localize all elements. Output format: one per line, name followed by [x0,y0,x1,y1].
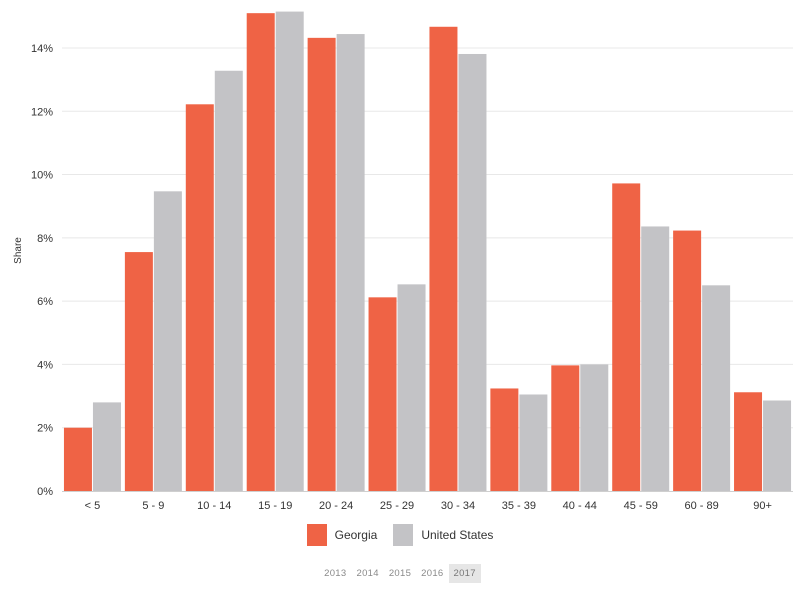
bar-georgia[interactable] [551,365,580,491]
bar-united-states[interactable] [641,226,670,491]
bar-georgia[interactable] [185,104,214,491]
x-tick-label: 15 - 19 [258,500,292,512]
bar-united-states[interactable] [702,285,731,491]
y-tick-label: 12% [31,106,53,118]
legend-item-georgia[interactable]: Georgia [306,524,378,546]
bar-united-states[interactable] [580,364,609,491]
y-axis-title: Share [13,237,24,264]
bar-chart: 0% 2% 4% 6% 8% 10% 12% 14% < 5 5 - 9 10 - 14 15 - … [13,11,793,512]
year-button-2014[interactable]: 2014 [356,568,379,579]
bar-georgia[interactable] [368,297,397,491]
bar-georgia[interactable] [612,183,641,492]
x-tick-label: 10 - 14 [197,500,231,512]
year-button-2017[interactable]: 2017 [448,564,481,583]
bar-georgia[interactable] [734,392,763,491]
x-tick-label: 30 - 34 [441,500,475,512]
y-tick-label: 10% [31,170,53,182]
bar-united-states[interactable] [275,11,304,491]
x-tick-label: < 5 [85,500,101,512]
bar-georgia[interactable] [246,13,275,492]
legend-swatch-georgia [306,524,327,546]
legend-swatch-united-states [393,524,414,546]
y-axis-ticks: 0% 2% 4% 6% 8% 10% 12% 14% [31,43,53,498]
bar-georgia[interactable] [429,26,458,492]
bar-united-states[interactable] [519,394,548,491]
y-tick-label: 2% [37,423,53,435]
bar-united-states[interactable] [397,284,426,491]
x-tick-label: 35 - 39 [502,500,536,512]
bar-georgia[interactable] [63,427,92,491]
x-axis-ticks: < 5 5 - 9 10 - 14 15 - 19 20 - 24 25 - 29 30 -… [85,500,772,512]
bar-georgia[interactable] [307,37,336,491]
y-tick-label: 14% [31,43,53,55]
bar-united-states[interactable] [763,400,792,491]
y-tick-label: 6% [37,296,53,308]
y-tick-label: 4% [37,359,53,371]
bar-georgia[interactable] [673,230,702,491]
legend: Georgia United States [0,524,800,546]
legend-label-georgia: Georgia [334,528,378,542]
year-selector: 2013 2014 2015 2016 2017 [0,564,800,583]
legend-item-united-states[interactable]: United States [393,524,493,546]
bar-united-states[interactable] [458,53,487,492]
bar-georgia[interactable] [490,388,519,491]
x-tick-label: 40 - 44 [563,500,597,512]
year-button-2016[interactable]: 2016 [421,568,444,579]
year-button-2013[interactable]: 2013 [324,568,347,579]
bar-united-states[interactable] [214,70,243,491]
y-tick-label: 0% [37,486,53,498]
bars [63,11,792,492]
x-tick-label: 45 - 59 [624,500,658,512]
bar-united-states[interactable] [336,34,365,492]
legend-label-united-states: United States [421,528,494,542]
gridlines [62,47,793,429]
bar-georgia[interactable] [124,252,153,491]
x-tick-label: 20 - 24 [319,500,353,512]
x-tick-label: 5 - 9 [142,500,164,512]
year-button-2015[interactable]: 2015 [388,568,412,579]
bar-united-states[interactable] [92,402,121,491]
x-tick-label: 60 - 89 [685,500,719,512]
y-tick-label: 8% [37,233,53,245]
x-tick-label: 90+ [753,500,772,512]
bar-united-states[interactable] [153,191,182,491]
x-tick-label: 25 - 29 [380,500,414,512]
